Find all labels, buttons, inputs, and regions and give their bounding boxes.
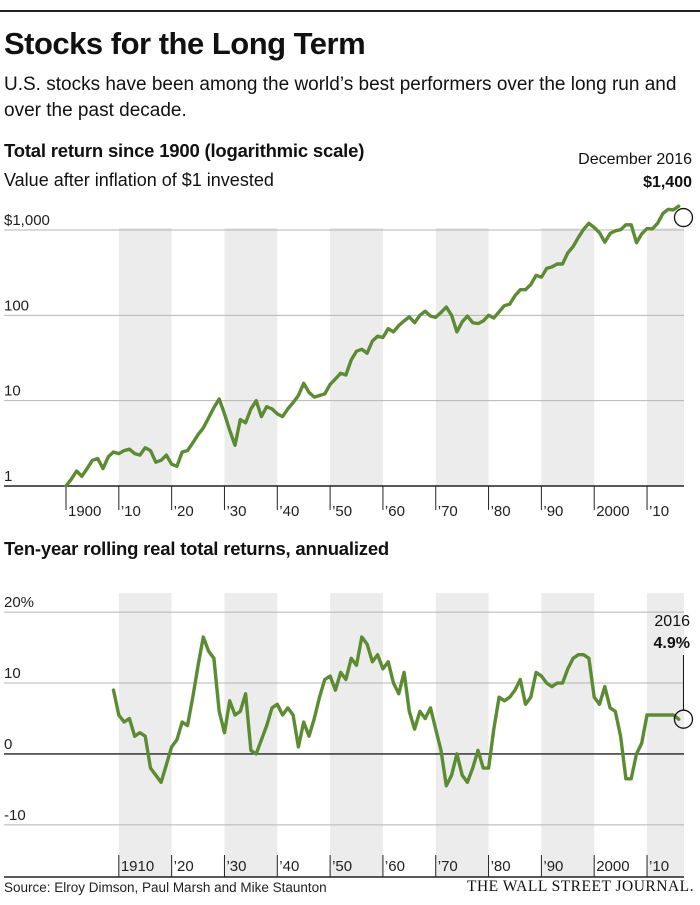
x-tick-label: 2000 (596, 503, 629, 520)
x-tick-label: ’90 (543, 858, 563, 875)
series-line (64, 204, 681, 488)
shaded-decade-1930 (224, 228, 278, 486)
x-tick-label: ’70 (438, 503, 458, 520)
shaded-decade-1950 (330, 593, 383, 877)
x-tick-label: ’40 (279, 858, 299, 875)
x-tick-label: ’40 (279, 503, 299, 520)
x-tick-label: ’10 (649, 858, 669, 875)
end-point-circle (673, 207, 694, 228)
x-tick-label: ’70 (438, 858, 458, 875)
x-tick-label: ’90 (543, 503, 563, 520)
annotation-value: 4.9% (654, 635, 690, 652)
x-tick-label: ’30 (226, 503, 246, 520)
x-tick-label: ’50 (332, 503, 352, 520)
y-tick-label: -10 (4, 807, 26, 824)
x-tick-label: 1910 (121, 858, 154, 875)
x-tick-label: ’20 (174, 858, 194, 875)
source-note: Source: Elroy Dimson, Paul Marsh and Mik… (4, 880, 327, 895)
shaded-decade-1910 (118, 228, 172, 486)
y-tick-label: 0 (4, 736, 12, 753)
page-subtitle: U.S. stocks have been among the world’s … (4, 74, 677, 121)
page-title: Stocks for the Long Term (4, 26, 366, 61)
x-tick-label: ’20 (174, 503, 194, 520)
x-tick-label: 1900 (68, 503, 101, 520)
x-tick-label: ’80 (491, 503, 511, 520)
annotation-date: December 2016 (578, 151, 692, 168)
x-tick-label: ’80 (491, 858, 511, 875)
y-tick-label: 10 (4, 383, 21, 400)
y-tick-label: 20% (4, 594, 34, 611)
x-tick-label: 2000 (596, 858, 629, 875)
chart2-title: Ten-year rolling real total returns, ann… (4, 538, 390, 559)
shaded-decade-2010 (647, 593, 684, 877)
x-tick-label: ’30 (226, 858, 246, 875)
shaded-decade-1970 (435, 593, 489, 877)
x-tick-label: ’60 (385, 503, 405, 520)
chart1-subtitle: Value after inflation of $1 invested (4, 170, 274, 190)
chart1-title: Total return since 1900 (logarithmic sca… (4, 140, 365, 161)
rolling-return-chart: 20% 10 0 -10 1910 ’20 ’30 ’40 ’50 ’60 ’70 ’80 ’90 200… (4, 593, 694, 878)
y-tick-label: 100 (4, 297, 29, 314)
x-tick-label: ’10 (121, 503, 141, 520)
shaded-decade-1990 (541, 593, 595, 877)
x-tick-label: ’60 (385, 858, 405, 875)
y-tick-label: 10 (4, 665, 21, 682)
x-tick-label: ’10 (649, 503, 669, 520)
shaded-decade-2010 (647, 228, 684, 486)
y-tick-label: 1 (4, 468, 12, 485)
total-return-chart: $1,000 100 10 1 1900 ’10 ’20 ’30 ’40 ’50 ’60 ’70 ’80… (4, 151, 694, 520)
publisher-logo: THE WALL STREET JOURNAL. (467, 878, 694, 895)
series-line (111, 635, 681, 788)
shaded-decade-1970 (435, 228, 489, 486)
shaded-decade-1950 (330, 228, 383, 486)
x-tick-label: ’50 (332, 858, 352, 875)
annotation-value: $1,400 (643, 174, 692, 191)
shaded-decade-1990 (541, 228, 595, 486)
top-rule (0, 10, 700, 12)
y-tick-label: $1,000 (4, 212, 50, 229)
annotation-date: 2016 (654, 613, 690, 630)
